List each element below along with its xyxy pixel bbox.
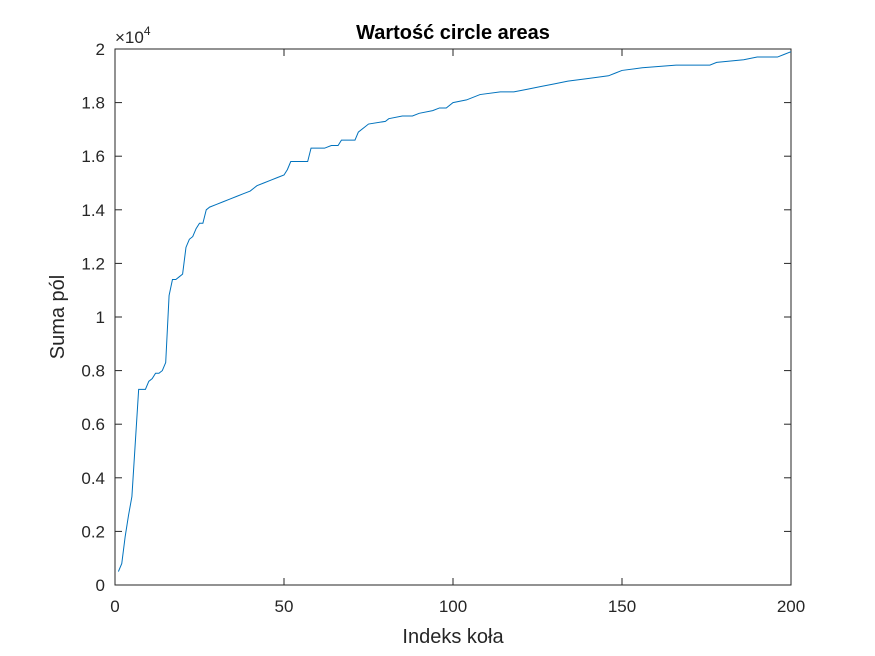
y-tick-label: 0.2 — [81, 522, 105, 541]
y-tick-label: 1.6 — [81, 147, 105, 166]
x-axis-ticks: 0 50 100 150 200 — [110, 49, 805, 616]
y-tick-label: 1.8 — [81, 94, 105, 113]
y-tick-label: 2 — [96, 40, 105, 59]
y-axis-ticks: 0 0.2 0.4 0.6 0.8 1 1.2 1.4 1.6 1.8 2 — [81, 40, 791, 595]
y-exponent-base: ×10 — [115, 28, 144, 47]
y-exponent-power: 4 — [144, 24, 151, 38]
x-tick-label: 150 — [608, 597, 636, 616]
y-tick-label: 1.2 — [81, 254, 105, 273]
x-tick-label: 200 — [777, 597, 805, 616]
x-tick-label: 100 — [439, 597, 467, 616]
plot-area: 0 50 100 150 200 0 0.2 0.4 0.6 0.8 1 1.2 1.4 1.6 1.8 2 — [81, 40, 805, 616]
series-line — [117, 51, 792, 572]
y-tick-label: 1.4 — [81, 201, 105, 220]
y-tick-label: 0.4 — [81, 469, 105, 488]
y-tick-label: 1 — [96, 308, 105, 327]
x-axis-label: Indeks koła — [402, 626, 504, 648]
y-tick-label: 0 — [96, 576, 105, 595]
x-tick-label: 50 — [275, 597, 294, 616]
y-tick-label: 0.6 — [81, 415, 105, 434]
x-tick-label: 0 — [110, 597, 119, 616]
chart-title: Wartość circle areas — [356, 22, 550, 44]
y-axis-exponent: ×104 — [115, 24, 151, 47]
y-axis-label: Suma pól — [47, 275, 69, 360]
axes-box — [114, 48, 792, 586]
y-tick-label: 0.8 — [81, 362, 105, 381]
